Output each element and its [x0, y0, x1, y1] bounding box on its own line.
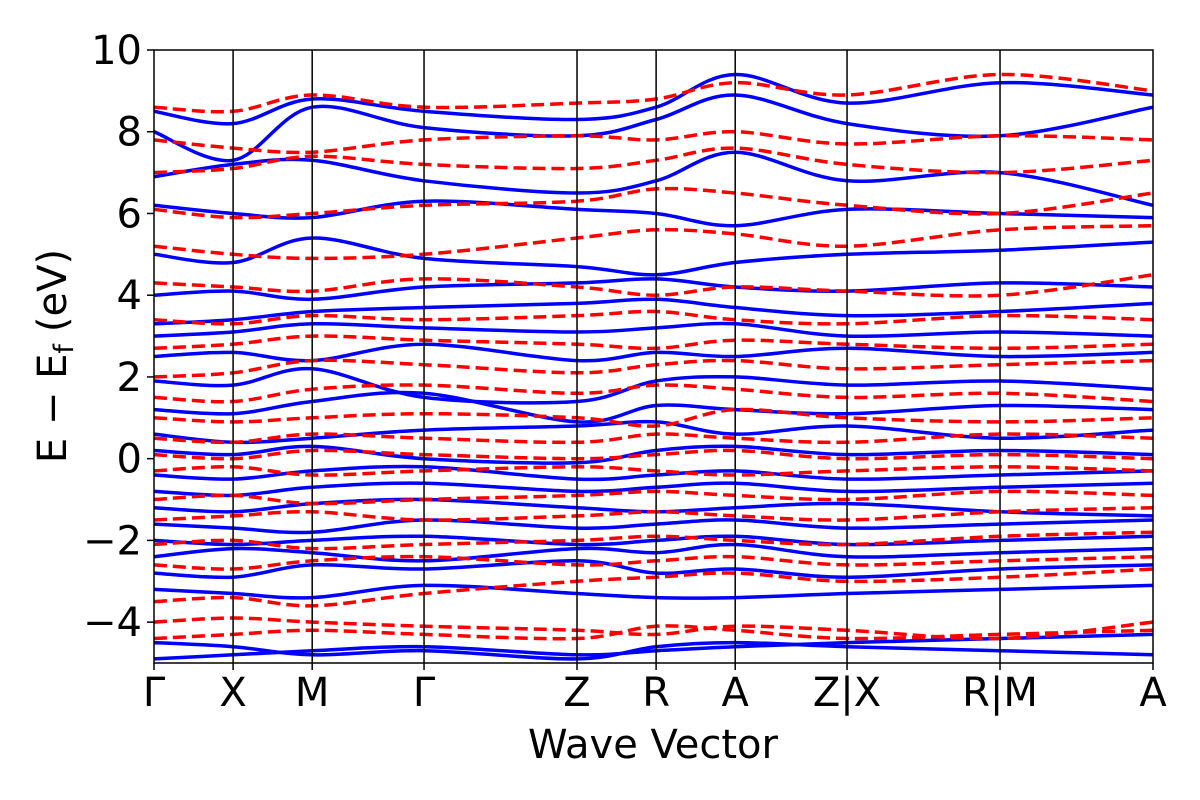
x-tick-label: X — [219, 670, 246, 716]
x-tick-label: Z|X — [813, 670, 881, 716]
solid-band-15 — [154, 321, 1153, 339]
solid-band-19 — [154, 199, 1153, 228]
solid-band-18 — [154, 236, 1153, 277]
x-tick-label: Z — [563, 670, 590, 716]
dashed-band-19 — [154, 129, 1153, 155]
dashed-band-9 — [154, 432, 1153, 445]
solid-band-12 — [154, 390, 1153, 424]
dashed-band-11 — [154, 383, 1153, 404]
dashed-band-17 — [154, 186, 1153, 220]
solid-band-22 — [154, 72, 1153, 126]
y-axis-label: E − Ef (eV) — [30, 249, 80, 463]
dashed-band-2 — [154, 567, 1153, 608]
y-tick-label: 10 — [91, 28, 142, 74]
dashed-band-1 — [154, 616, 1153, 641]
solid-band-6 — [154, 518, 1153, 535]
solid-band-2 — [154, 583, 1153, 600]
x-axis-ticks: Γ X M Γ Z R A Z|X R|M A — [143, 663, 1167, 716]
solid-band-17 — [154, 277, 1153, 302]
solid-band-4 — [154, 542, 1153, 563]
x-tick-label: A — [1139, 670, 1167, 716]
dashed-band-3 — [154, 554, 1153, 571]
x-tick-label: Γ — [143, 670, 166, 716]
solid-band-5 — [154, 534, 1153, 547]
dashed-band-10 — [154, 407, 1153, 428]
dashed-band-18 — [154, 146, 1153, 175]
y-tick-label: 8 — [117, 110, 142, 156]
solid-band-1 — [154, 640, 1153, 661]
y-axis-label-subscript: f — [49, 343, 80, 354]
y-axis-label-main: E − E — [30, 354, 76, 464]
y-tick-label: 6 — [117, 191, 142, 237]
dashed-band-4 — [154, 530, 1153, 551]
high-symmetry-lines — [232, 50, 1001, 663]
x-tick-label: R — [642, 670, 670, 716]
y-tick-label: 2 — [117, 355, 142, 401]
dashed-band-5 — [154, 505, 1153, 522]
dashed-band-6 — [154, 489, 1153, 506]
solid-band-10 — [154, 444, 1153, 465]
solid-band-16 — [154, 297, 1153, 326]
x-tick-label: M — [295, 670, 330, 716]
y-axis-label-unit: (eV) — [30, 249, 76, 332]
x-tick-label: A — [722, 670, 750, 716]
y-tick-label: −4 — [83, 600, 142, 646]
dashed-band-12 — [154, 358, 1153, 379]
plot-frame — [153, 49, 1154, 664]
dashed-band-7 — [154, 465, 1153, 477]
dashed-bands-series — [154, 72, 1153, 641]
dashed-band-15 — [154, 273, 1153, 298]
y-tick-label: −2 — [83, 518, 142, 564]
dashed-band-14 — [154, 309, 1153, 326]
solid-band-9 — [154, 464, 1153, 482]
y-tick-label: 4 — [117, 273, 142, 319]
dashed-band-8 — [154, 448, 1153, 461]
dashed-band-16 — [154, 223, 1153, 261]
x-tick-label: Γ — [413, 670, 436, 716]
x-tick-label: R|M — [962, 670, 1038, 716]
dashed-band-13 — [154, 334, 1153, 351]
x-axis-label: Wave Vector — [528, 722, 779, 768]
bands-layer — [154, 72, 1153, 661]
solid-band-21 — [154, 93, 1153, 163]
solid-band-8 — [154, 481, 1153, 498]
y-tick-label: 0 — [117, 437, 142, 483]
dashed-band-20 — [154, 72, 1153, 114]
dashed-band-0 — [154, 624, 1153, 641]
y-axis-ticks: −4 −2 0 2 4 6 8 10 — [83, 28, 154, 646]
solid-band-3 — [154, 559, 1153, 580]
